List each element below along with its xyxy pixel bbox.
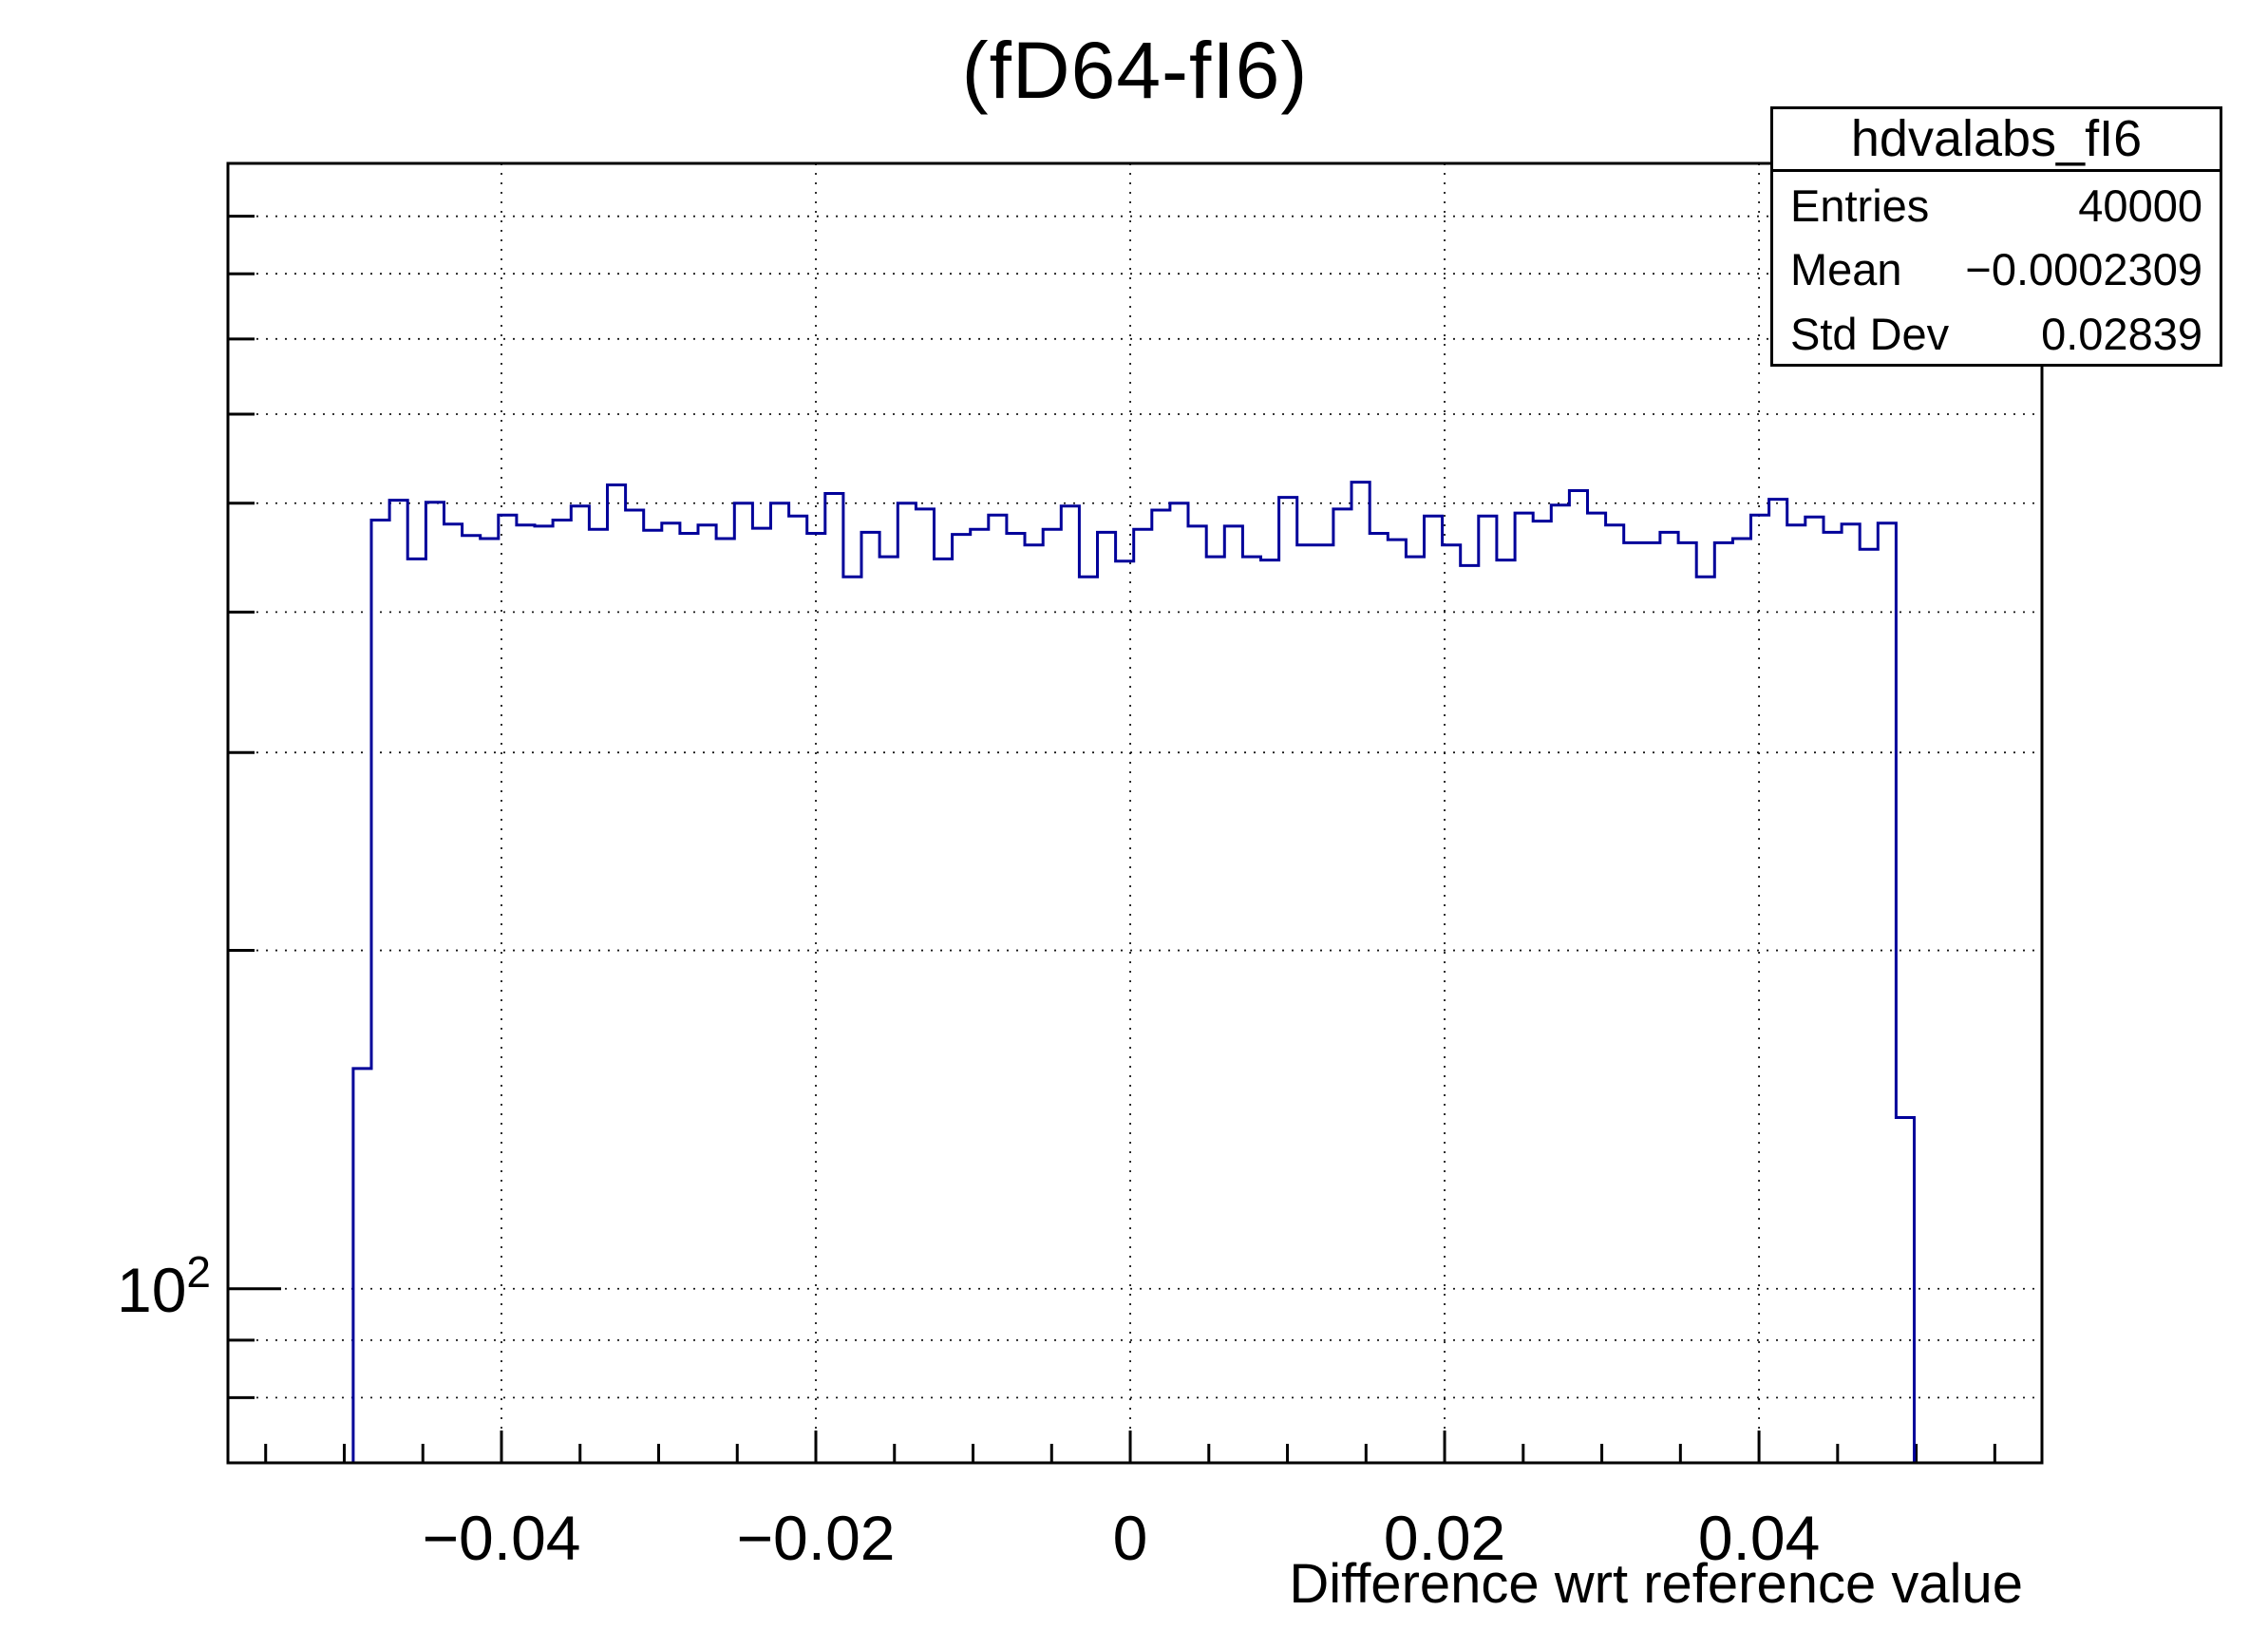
histogram-line <box>228 481 2042 1465</box>
y-power-exponent: 2 <box>186 1247 211 1297</box>
stats-rows: Entries 40000 Mean −0.0002309 Std Dev 0.… <box>1773 172 2220 368</box>
x-tick-label: 0 <box>1113 1503 1148 1573</box>
y-axis-power-label: 102 <box>95 1247 211 1326</box>
stats-value-entries: 40000 <box>2078 180 2202 232</box>
stats-value-stddev: 0.02839 <box>2041 308 2202 359</box>
stats-row-entries: Entries 40000 <box>1790 180 2202 232</box>
y-power-base: 10 <box>116 1255 187 1325</box>
stats-box: hdvalabs_fI6 Entries 40000 Mean −0.00023… <box>1770 106 2222 367</box>
stats-value-mean: −0.0002309 <box>1965 244 2202 295</box>
plot-title: (fD64-fI6) <box>961 26 1309 115</box>
x-tick-label: 0.04 <box>1698 1503 1820 1573</box>
x-tick-label: −0.04 <box>422 1503 580 1573</box>
x-tick-label: −0.02 <box>737 1503 896 1573</box>
x-tick-label: 0.02 <box>1384 1503 1505 1573</box>
stats-row-mean: Mean −0.0002309 <box>1790 243 2202 295</box>
stats-label-mean: Mean <box>1790 244 1902 295</box>
x-axis-title: Difference wrt reference value <box>1289 1553 2023 1615</box>
stats-label-stddev: Std Dev <box>1790 308 1950 359</box>
stats-row-stddev: Std Dev 0.02839 <box>1790 308 2202 360</box>
stats-label-entries: Entries <box>1790 180 1930 232</box>
plot-frame <box>226 161 2044 1465</box>
stats-box-histogram-name: hdvalabs_fI6 <box>1773 109 2220 172</box>
